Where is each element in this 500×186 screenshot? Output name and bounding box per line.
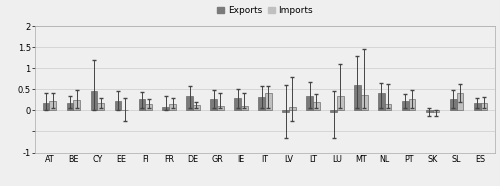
Bar <box>402 101 408 110</box>
Bar <box>186 97 193 110</box>
Bar <box>169 104 176 110</box>
Bar <box>234 98 241 110</box>
Bar <box>337 96 344 110</box>
Bar <box>258 97 265 110</box>
Bar <box>145 104 152 110</box>
Bar <box>90 91 98 110</box>
Bar <box>480 103 488 110</box>
Bar <box>193 105 200 110</box>
Bar <box>456 94 464 110</box>
Bar <box>114 101 121 110</box>
Bar <box>265 93 272 110</box>
Bar <box>313 102 320 110</box>
Bar <box>289 107 296 110</box>
Bar <box>210 99 217 110</box>
Bar <box>66 103 73 110</box>
Bar <box>50 101 56 110</box>
Bar <box>361 95 368 110</box>
Bar <box>42 103 50 110</box>
Bar <box>138 99 145 110</box>
Bar <box>474 103 480 110</box>
Legend: Exports, Imports: Exports, Imports <box>214 3 316 19</box>
Bar <box>241 106 248 110</box>
Bar <box>409 99 416 110</box>
Bar <box>74 100 80 110</box>
Bar <box>385 104 392 110</box>
Bar <box>450 99 456 110</box>
Bar <box>330 110 337 113</box>
Bar <box>98 103 104 110</box>
Bar <box>306 97 313 110</box>
Bar <box>282 110 289 113</box>
Bar <box>162 107 169 110</box>
Bar <box>426 110 432 112</box>
Bar <box>354 85 361 110</box>
Bar <box>217 106 224 110</box>
Bar <box>432 110 440 112</box>
Bar <box>378 93 385 110</box>
